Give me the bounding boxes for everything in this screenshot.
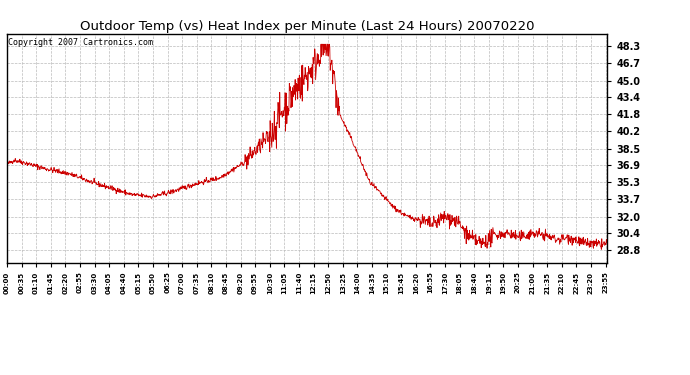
Text: Copyright 2007 Cartronics.com: Copyright 2007 Cartronics.com [8,38,153,47]
Title: Outdoor Temp (vs) Heat Index per Minute (Last 24 Hours) 20070220: Outdoor Temp (vs) Heat Index per Minute … [80,20,534,33]
